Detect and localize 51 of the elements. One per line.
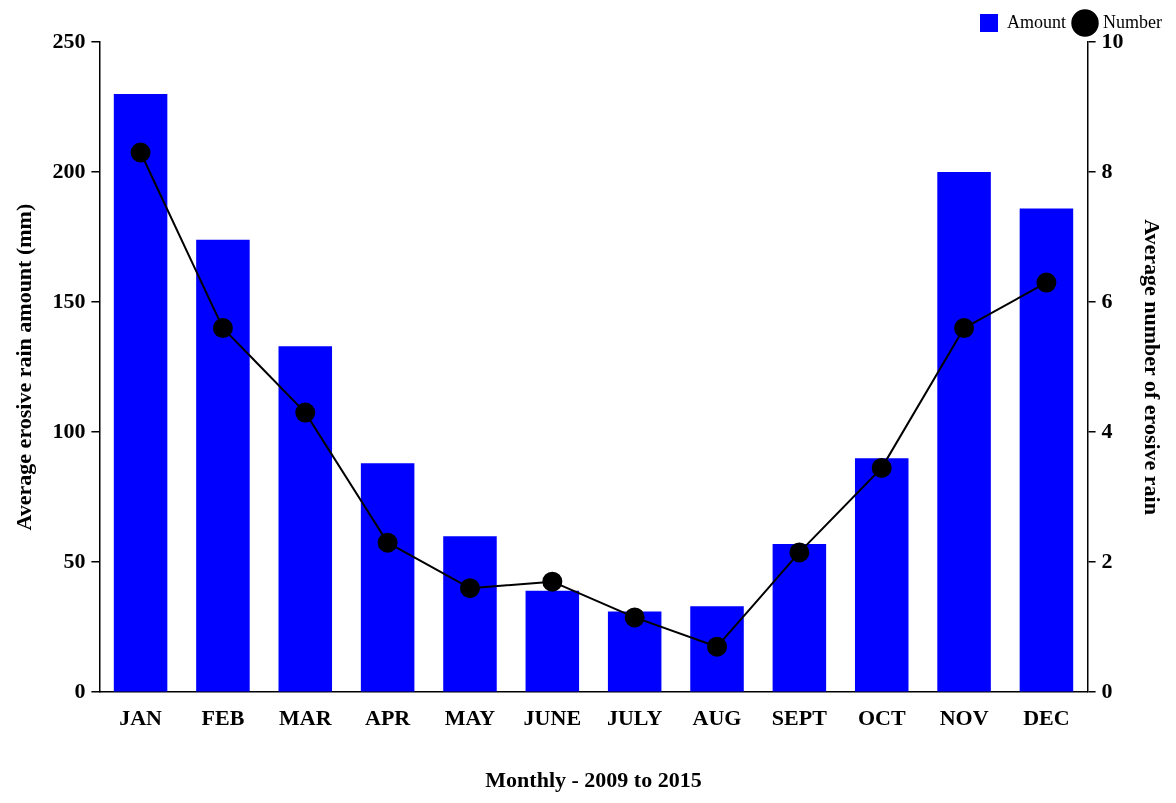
- x-tick-label: JAN: [119, 705, 163, 731]
- legend-label: Amount: [1007, 11, 1067, 32]
- bar: [772, 543, 827, 692]
- y-tick-label: 50: [63, 547, 86, 573]
- point: [789, 542, 810, 563]
- y-tick-label: 150: [52, 287, 86, 313]
- bar: [937, 172, 991, 692]
- x-tick-label: FEB: [201, 705, 245, 731]
- x-tick-label: OCT: [857, 705, 906, 731]
- point: [954, 318, 975, 339]
- x-tick-label: JULY: [606, 705, 663, 731]
- y-tick-label: 250: [52, 27, 86, 53]
- y2-tick-label: 0: [1101, 677, 1113, 703]
- point: [459, 578, 480, 599]
- x-tick-label: AUG: [692, 705, 742, 731]
- x-tick-label: SEPT: [771, 705, 828, 731]
- point: [212, 318, 233, 339]
- bar: [113, 94, 168, 692]
- point: [1036, 272, 1057, 293]
- y2-tick-label: 2: [1101, 547, 1113, 573]
- y-tick-label: 200: [52, 157, 86, 183]
- bar: [278, 346, 333, 692]
- x-tick-label: APR: [365, 705, 412, 731]
- point: [295, 402, 316, 423]
- bar: [525, 590, 580, 692]
- point: [871, 457, 892, 478]
- bar: [360, 463, 415, 692]
- bar: [607, 611, 662, 692]
- x-axis-title: Monthly - 2009 to 2015: [485, 767, 702, 793]
- point: [130, 142, 151, 163]
- x-tick-label: MAY: [444, 705, 496, 731]
- y2-tick-label: 6: [1101, 287, 1113, 313]
- x-tick-label: NOV: [939, 705, 989, 731]
- bar: [1019, 208, 1074, 692]
- bar: [854, 458, 909, 692]
- y2-axis-title: Average number of erosive rain: [1140, 219, 1166, 515]
- y-axis-title: Average erosive rain amount (mm): [10, 203, 36, 531]
- y-tick-label: 100: [52, 417, 86, 443]
- bar: [690, 606, 744, 692]
- y-tick-label: 0: [74, 677, 86, 703]
- x-tick-label: MAR: [279, 705, 333, 731]
- bar: [443, 536, 497, 692]
- point: [542, 571, 563, 592]
- y2-tick-label: 8: [1101, 157, 1113, 183]
- bar: [196, 239, 250, 692]
- y2-tick-label: 4: [1101, 417, 1113, 443]
- point: [377, 532, 398, 553]
- point: [707, 636, 728, 657]
- point: [624, 607, 645, 628]
- x-tick-label: JUNE: [523, 705, 582, 731]
- x-tick-label: DEC: [1023, 705, 1070, 731]
